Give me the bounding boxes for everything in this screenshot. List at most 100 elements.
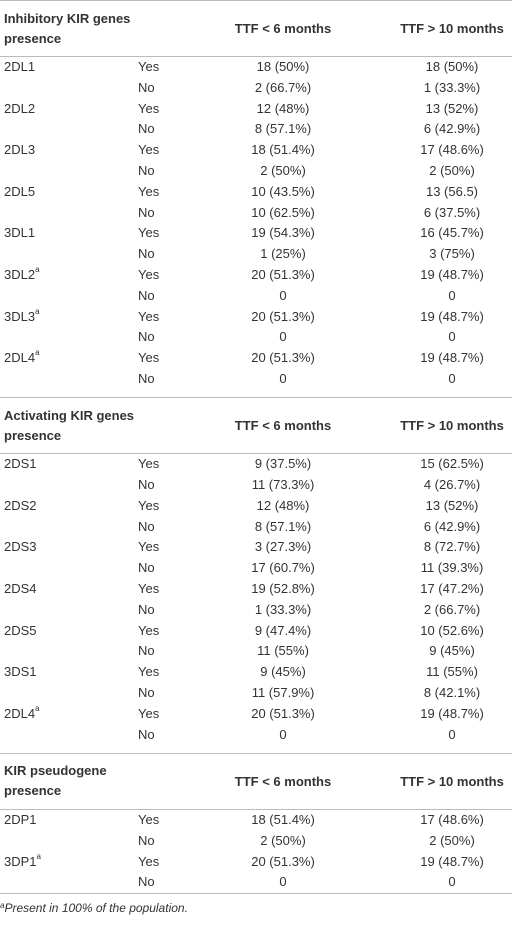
value: 12 (48%): [256, 497, 310, 513]
value: 17 (60.7%): [251, 560, 315, 576]
value: 19 (48.7%): [420, 853, 484, 869]
gene-cell: [0, 327, 138, 348]
data-row: 2DL3 Yes 18 (51.4%) 17 (48.6%): [0, 140, 512, 161]
presence: No: [138, 287, 155, 303]
column-header: TTF > 10 months: [400, 418, 504, 434]
data-row: 2DL4a Yes 20 (51.3%) 19 (48.7%): [0, 348, 512, 369]
gene-cell: 2DL3: [0, 140, 138, 161]
presence: No: [138, 685, 155, 701]
footnote: aPresent in 100% of the population.: [0, 893, 512, 925]
value: 4 (26.7%): [423, 477, 481, 493]
gene-cell: [0, 475, 138, 496]
data-row: 2DS5 Yes 9 (47.4%) 10 (52.6%): [0, 621, 512, 642]
note-mark: a: [35, 348, 40, 358]
header-row: KIR pseudogene presence TTF < 6 months TTF…: [0, 753, 512, 810]
presence: No: [138, 370, 155, 386]
presence: Yes: [138, 581, 160, 597]
gene-cell: [0, 369, 138, 390]
gene-cell: 2DS3: [0, 537, 138, 558]
data-row: No 0 0: [0, 725, 512, 746]
gene-cell: 3DP1a: [0, 852, 138, 873]
value: 8 (57.1%): [254, 121, 312, 137]
presence: No: [138, 601, 155, 617]
data-row: 3DP1a Yes 20 (51.3%) 19 (48.7%): [0, 852, 512, 873]
value: 16 (45.7%): [420, 225, 484, 241]
value: 20 (51.3%): [251, 266, 315, 282]
value: 2 (50%): [429, 162, 475, 178]
presence: No: [138, 643, 155, 659]
gene-cell: [0, 683, 138, 704]
section-title: Activating KIR genes presence: [4, 407, 135, 443]
value: 8 (57.1%): [254, 518, 312, 534]
data-row: 2DS1 Yes 9 (37.5%) 15 (62.5%): [0, 454, 512, 475]
presence: No: [138, 726, 155, 742]
value: 17 (48.6%): [420, 142, 484, 158]
value: 9 (45%): [260, 664, 306, 680]
value: 17 (47.2%): [420, 581, 484, 597]
value: 0: [448, 287, 456, 303]
value: 20 (51.3%): [251, 705, 315, 721]
value: 0: [448, 370, 456, 386]
gene-cell: [0, 244, 138, 265]
data-row: 2DL4a Yes 20 (51.3%) 19 (48.7%): [0, 704, 512, 725]
data-row: No 8 (57.1%) 6 (42.9%): [0, 517, 512, 538]
gene: 2DS1: [4, 456, 37, 472]
gene: 2DL1: [4, 59, 36, 74]
presence: No: [138, 832, 155, 848]
value: 0: [448, 329, 456, 345]
gene: 2DS3: [4, 539, 37, 555]
gene: 3DL2: [4, 266, 36, 282]
column-header: TTF > 10 months: [400, 773, 504, 789]
header-row: Inhibitory KIR genes presence TTF < 6 mon…: [0, 0, 512, 57]
value: 19 (48.7%): [420, 705, 484, 721]
value: 0: [279, 287, 287, 303]
value: 10 (62.5%): [251, 204, 315, 220]
section-title: Inhibitory KIR genes presence: [4, 10, 131, 46]
data-row: No 2 (66.7%) 1 (33.3%): [0, 78, 512, 99]
presence: No: [138, 121, 155, 137]
presence: No: [138, 204, 155, 220]
data-row: No 2 (50%) 2 (50%): [0, 161, 512, 182]
value: 18 (50%): [256, 59, 310, 74]
value: 19 (48.7%): [420, 350, 484, 366]
value: 20 (51.3%): [251, 308, 315, 324]
data-row: No 17 (60.7%) 11 (39.3%): [0, 558, 512, 579]
value: 17 (48.6%): [420, 811, 484, 827]
column-header: TTF < 6 months: [234, 773, 332, 789]
gene: 3DP1: [4, 853, 37, 869]
gene: 2DP1: [4, 811, 37, 827]
gene-cell: 2DL4a: [0, 704, 138, 725]
gene-cell: [0, 286, 138, 307]
gene-cell: 3DL2a: [0, 265, 138, 286]
data-row: No 0 0: [0, 286, 512, 307]
data-row: No 0 0: [0, 369, 512, 390]
gene-cell: [0, 119, 138, 140]
value: 1 (33.3%): [254, 601, 312, 617]
gene-cell: [0, 203, 138, 224]
value: 19 (52.8%): [251, 581, 315, 597]
gene-cell: [0, 725, 138, 746]
gene-cell: 2DL5: [0, 182, 138, 203]
presence: Yes: [138, 142, 160, 158]
value: 3 (27.3%): [254, 539, 312, 555]
value: 0: [279, 329, 287, 345]
presence: Yes: [138, 539, 160, 555]
value: 0: [279, 726, 287, 742]
value: 13 (52%): [425, 100, 479, 116]
data-row: 2DS4 Yes 19 (52.8%) 17 (47.2%): [0, 579, 512, 600]
spacer: [0, 390, 512, 398]
value: 2 (66.7%): [254, 79, 312, 95]
value: 2 (66.7%): [423, 601, 481, 617]
presence: Yes: [138, 266, 160, 282]
gene: 2DL5: [4, 183, 36, 199]
value: 2 (50%): [429, 832, 475, 848]
presence: Yes: [138, 622, 160, 638]
gene-cell: [0, 872, 138, 893]
value: 0: [448, 726, 456, 742]
value: 9 (37.5%): [254, 456, 312, 472]
value: 13 (56.5): [425, 183, 479, 199]
value: 19 (48.7%): [420, 308, 484, 324]
data-row: 3DL1 Yes 19 (54.3%) 16 (45.7%): [0, 223, 512, 244]
presence: Yes: [138, 308, 160, 324]
footnote-text: Present in 100% of the population.: [4, 901, 188, 916]
